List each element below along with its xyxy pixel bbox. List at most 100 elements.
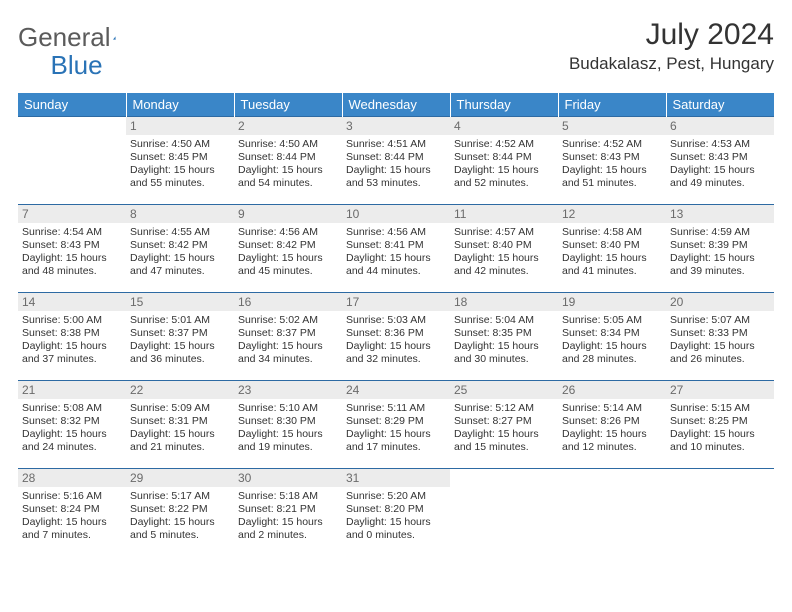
sunrise-text: Sunrise: 5:15 AM	[670, 402, 770, 415]
daylight-text: Daylight: 15 hours	[238, 252, 338, 265]
daylight-text: and 55 minutes.	[130, 177, 230, 190]
sunrise-text: Sunrise: 5:01 AM	[130, 314, 230, 327]
calendar-cell: 21Sunrise: 5:08 AMSunset: 8:32 PMDayligh…	[18, 381, 126, 469]
sunrise-text: Sunrise: 4:56 AM	[238, 226, 338, 239]
sunrise-text: Sunrise: 5:16 AM	[22, 490, 122, 503]
sunset-text: Sunset: 8:43 PM	[562, 151, 662, 164]
sunrise-text: Sunrise: 4:53 AM	[670, 138, 770, 151]
sunset-text: Sunset: 8:42 PM	[130, 239, 230, 252]
sunrise-text: Sunrise: 4:59 AM	[670, 226, 770, 239]
weekday-header: Saturday	[666, 93, 774, 117]
daylight-text: and 21 minutes.	[130, 441, 230, 454]
daylight-text: and 48 minutes.	[22, 265, 122, 278]
calendar-cell-empty	[558, 469, 666, 557]
sunset-text: Sunset: 8:27 PM	[454, 415, 554, 428]
daylight-text: and 30 minutes.	[454, 353, 554, 366]
calendar-cell: 3Sunrise: 4:51 AMSunset: 8:44 PMDaylight…	[342, 117, 450, 205]
daylight-text: Daylight: 15 hours	[670, 428, 770, 441]
day-number: 4	[450, 117, 558, 135]
sunrise-text: Sunrise: 4:52 AM	[562, 138, 662, 151]
daylight-text: Daylight: 15 hours	[562, 340, 662, 353]
sunrise-text: Sunrise: 5:02 AM	[238, 314, 338, 327]
calendar-body: 1Sunrise: 4:50 AMSunset: 8:45 PMDaylight…	[18, 117, 774, 557]
sunrise-text: Sunrise: 4:51 AM	[346, 138, 446, 151]
daylight-text: Daylight: 15 hours	[130, 340, 230, 353]
logo: General	[18, 22, 135, 53]
calendar-cell: 11Sunrise: 4:57 AMSunset: 8:40 PMDayligh…	[450, 205, 558, 293]
daylight-text: Daylight: 15 hours	[670, 164, 770, 177]
calendar-cell: 20Sunrise: 5:07 AMSunset: 8:33 PMDayligh…	[666, 293, 774, 381]
sunrise-text: Sunrise: 5:10 AM	[238, 402, 338, 415]
sunset-text: Sunset: 8:20 PM	[346, 503, 446, 516]
sunrise-text: Sunrise: 5:12 AM	[454, 402, 554, 415]
day-number: 18	[450, 293, 558, 311]
daylight-text: and 47 minutes.	[130, 265, 230, 278]
calendar-cell: 2Sunrise: 4:50 AMSunset: 8:44 PMDaylight…	[234, 117, 342, 205]
sunrise-text: Sunrise: 5:08 AM	[22, 402, 122, 415]
calendar-cell: 15Sunrise: 5:01 AMSunset: 8:37 PMDayligh…	[126, 293, 234, 381]
sunrise-text: Sunrise: 5:20 AM	[346, 490, 446, 503]
day-number: 27	[666, 381, 774, 399]
calendar-cell: 17Sunrise: 5:03 AMSunset: 8:36 PMDayligh…	[342, 293, 450, 381]
day-number: 13	[666, 205, 774, 223]
day-number: 31	[342, 469, 450, 487]
sunrise-text: Sunrise: 5:07 AM	[670, 314, 770, 327]
sunset-text: Sunset: 8:38 PM	[22, 327, 122, 340]
calendar-cell: 9Sunrise: 4:56 AMSunset: 8:42 PMDaylight…	[234, 205, 342, 293]
sunset-text: Sunset: 8:41 PM	[346, 239, 446, 252]
sunset-text: Sunset: 8:22 PM	[130, 503, 230, 516]
day-number: 21	[18, 381, 126, 399]
calendar-cell: 5Sunrise: 4:52 AMSunset: 8:43 PMDaylight…	[558, 117, 666, 205]
daylight-text: and 28 minutes.	[562, 353, 662, 366]
calendar-row: 28Sunrise: 5:16 AMSunset: 8:24 PMDayligh…	[18, 469, 774, 557]
sunrise-text: Sunrise: 5:04 AM	[454, 314, 554, 327]
weekday-header: Tuesday	[234, 93, 342, 117]
sunset-text: Sunset: 8:25 PM	[670, 415, 770, 428]
daylight-text: and 34 minutes.	[238, 353, 338, 366]
sunset-text: Sunset: 8:26 PM	[562, 415, 662, 428]
weekday-header: Thursday	[450, 93, 558, 117]
daylight-text: Daylight: 15 hours	[238, 516, 338, 529]
day-number: 22	[126, 381, 234, 399]
sunrise-text: Sunrise: 4:54 AM	[22, 226, 122, 239]
daylight-text: and 49 minutes.	[670, 177, 770, 190]
sunset-text: Sunset: 8:29 PM	[346, 415, 446, 428]
calendar-table: Sunday Monday Tuesday Wednesday Thursday…	[18, 93, 774, 557]
calendar-cell: 1Sunrise: 4:50 AMSunset: 8:45 PMDaylight…	[126, 117, 234, 205]
daylight-text: and 17 minutes.	[346, 441, 446, 454]
calendar-cell-empty	[18, 117, 126, 205]
day-number: 5	[558, 117, 666, 135]
daylight-text: and 52 minutes.	[454, 177, 554, 190]
calendar-cell-empty	[450, 469, 558, 557]
calendar-row: 7Sunrise: 4:54 AMSunset: 8:43 PMDaylight…	[18, 205, 774, 293]
daylight-text: and 2 minutes.	[238, 529, 338, 542]
daylight-text: and 26 minutes.	[670, 353, 770, 366]
daylight-text: and 45 minutes.	[238, 265, 338, 278]
day-number: 1	[126, 117, 234, 135]
calendar-cell: 24Sunrise: 5:11 AMSunset: 8:29 PMDayligh…	[342, 381, 450, 469]
daylight-text: and 44 minutes.	[346, 265, 446, 278]
day-number: 9	[234, 205, 342, 223]
daylight-text: Daylight: 15 hours	[346, 164, 446, 177]
daylight-text: and 15 minutes.	[454, 441, 554, 454]
daylight-text: and 10 minutes.	[670, 441, 770, 454]
daylight-text: and 0 minutes.	[346, 529, 446, 542]
day-number: 10	[342, 205, 450, 223]
calendar-cell: 28Sunrise: 5:16 AMSunset: 8:24 PMDayligh…	[18, 469, 126, 557]
day-number: 28	[18, 469, 126, 487]
weekday-header: Wednesday	[342, 93, 450, 117]
daylight-text: Daylight: 15 hours	[346, 516, 446, 529]
sunset-text: Sunset: 8:40 PM	[562, 239, 662, 252]
day-number: 30	[234, 469, 342, 487]
daylight-text: Daylight: 15 hours	[238, 428, 338, 441]
calendar-row: 14Sunrise: 5:00 AMSunset: 8:38 PMDayligh…	[18, 293, 774, 381]
daylight-text: and 5 minutes.	[130, 529, 230, 542]
day-number: 12	[558, 205, 666, 223]
calendar-cell: 29Sunrise: 5:17 AMSunset: 8:22 PMDayligh…	[126, 469, 234, 557]
calendar-cell: 23Sunrise: 5:10 AMSunset: 8:30 PMDayligh…	[234, 381, 342, 469]
daylight-text: Daylight: 15 hours	[22, 252, 122, 265]
calendar-cell: 27 Sunrise: 5:15 AMSunset: 8:25 PMDayligh…	[666, 381, 774, 469]
daylight-text: and 54 minutes.	[238, 177, 338, 190]
logo-text-2: Blue	[51, 50, 103, 81]
sunrise-text: Sunrise: 4:50 AM	[238, 138, 338, 151]
